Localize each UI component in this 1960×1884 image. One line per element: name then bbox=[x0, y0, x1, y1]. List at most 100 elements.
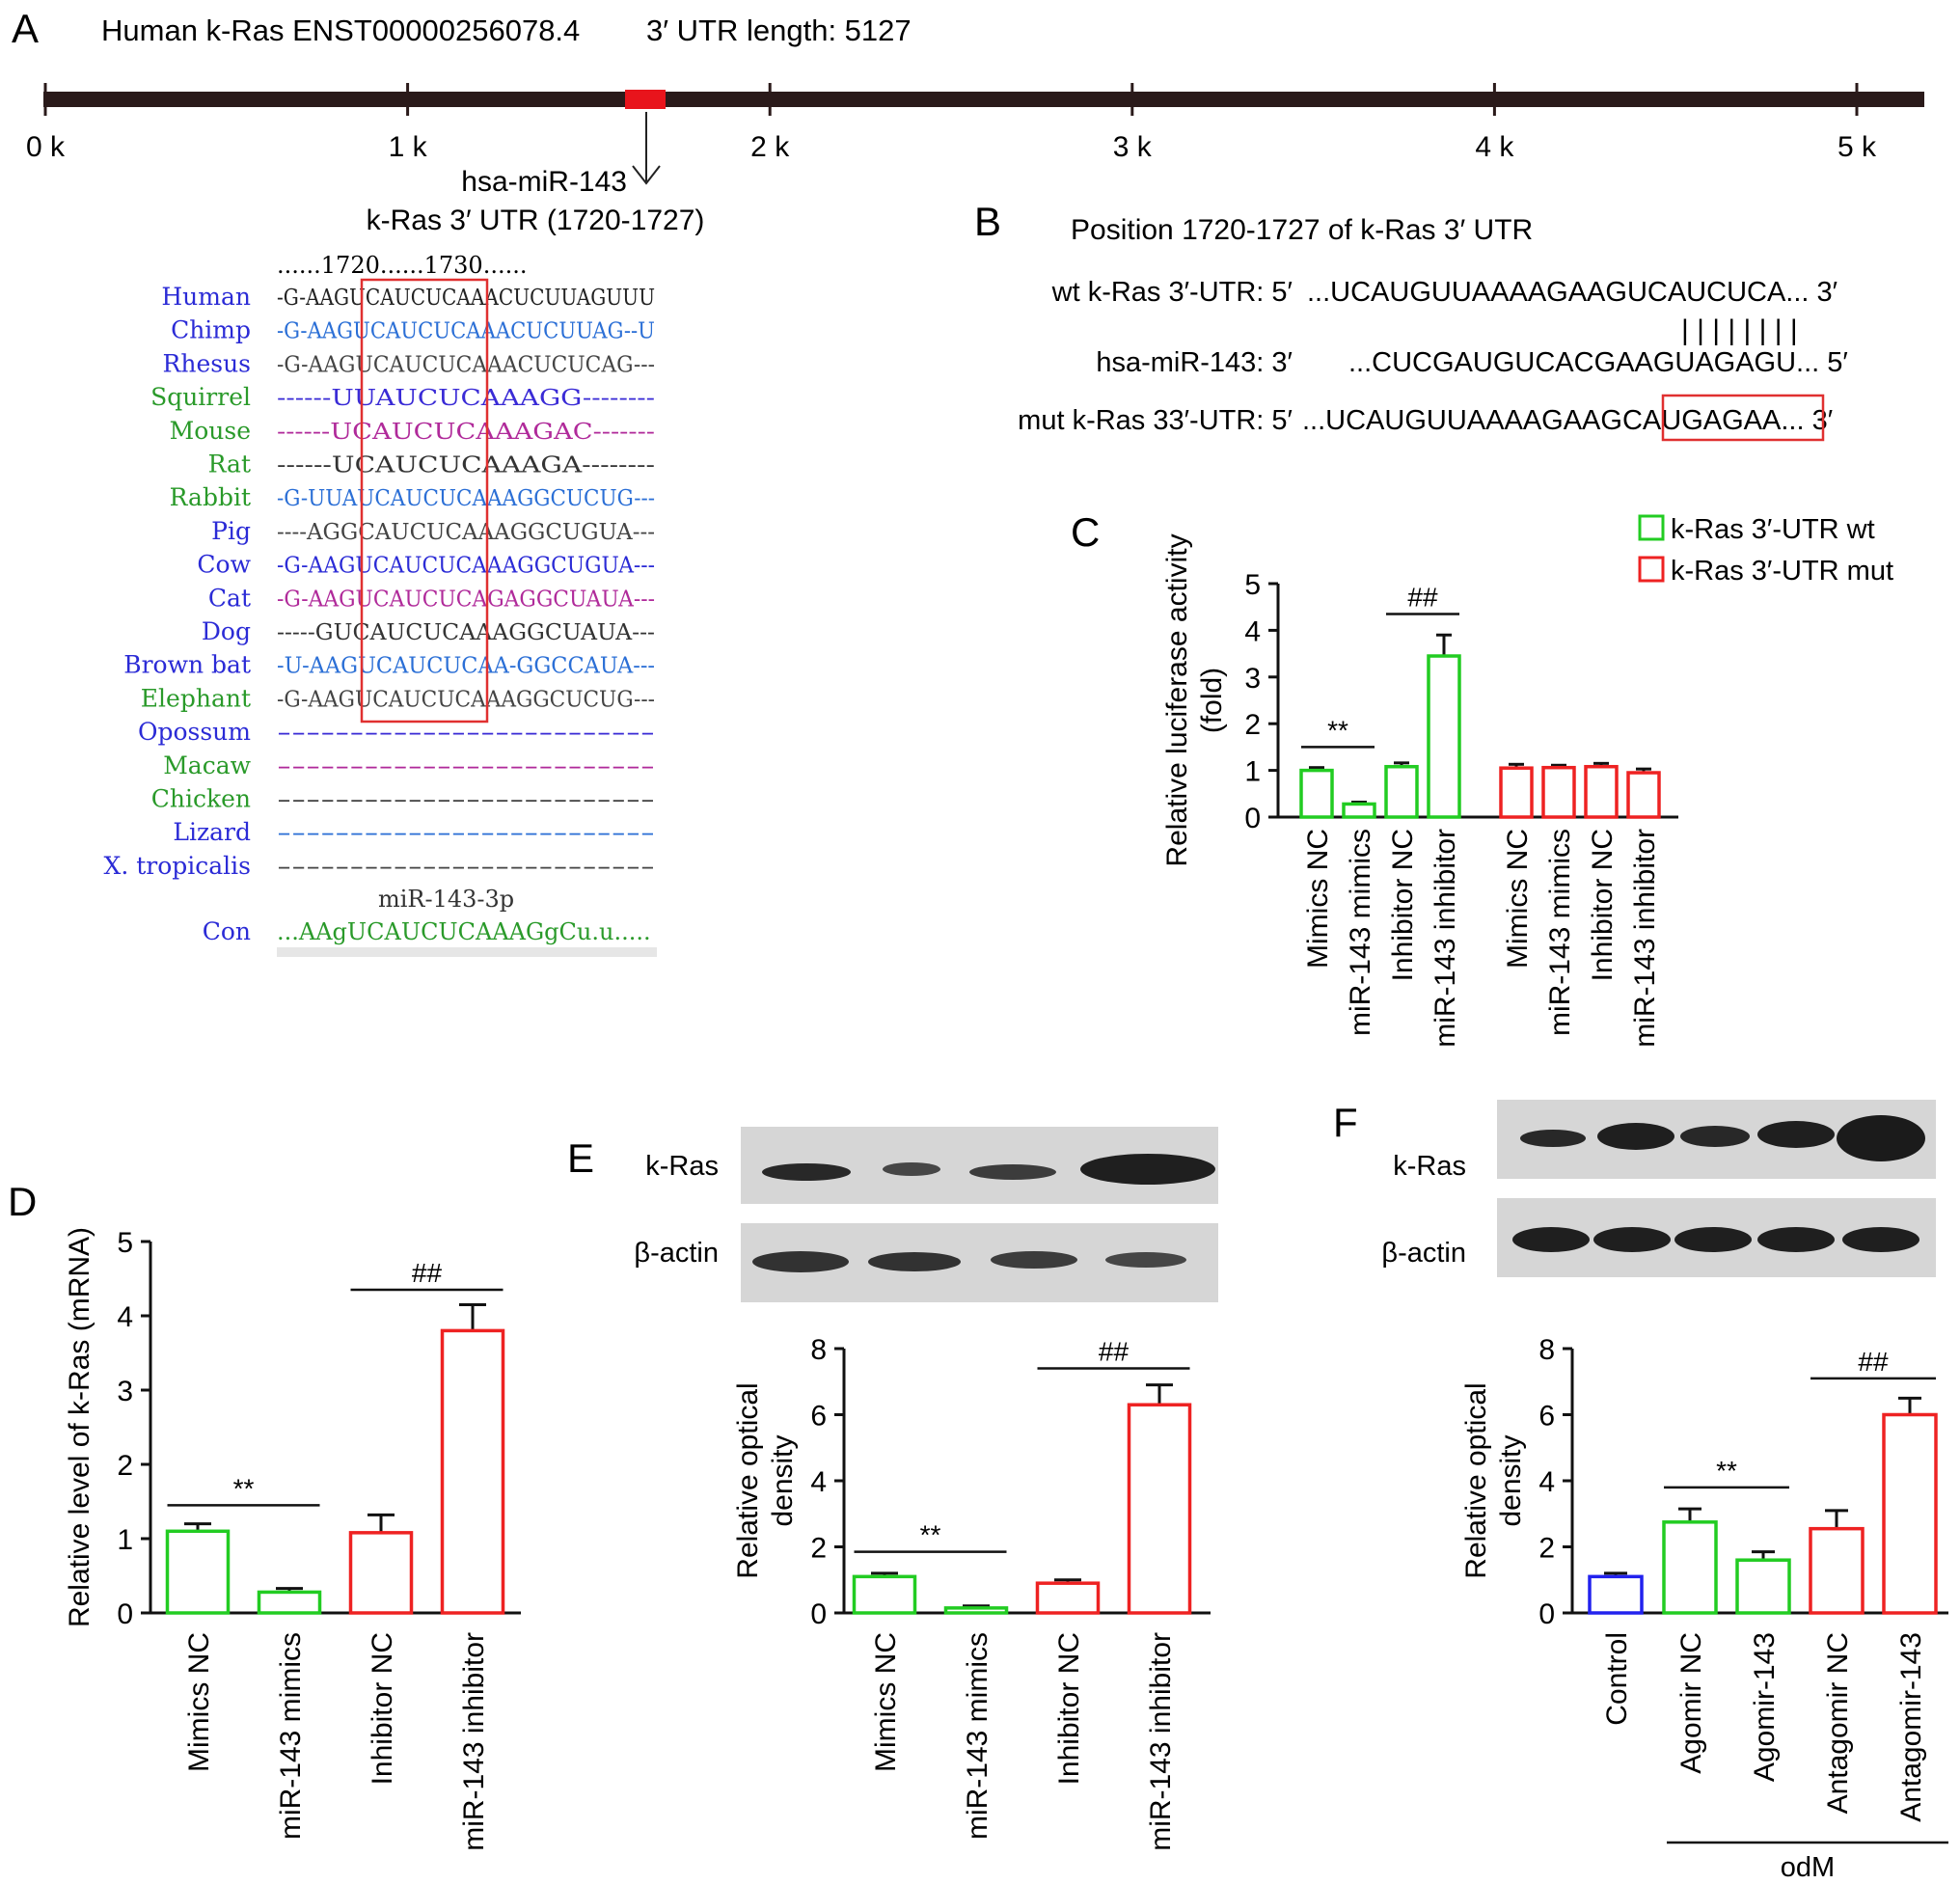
species-sequence: -G-AAGUCAUCUCAAACUCUUAG--U bbox=[277, 319, 655, 344]
utr-tick-label: 2 k bbox=[750, 131, 790, 163]
bar bbox=[1584, 764, 1619, 819]
western-blot-f bbox=[1497, 1100, 1936, 1277]
panel-d: D 0 1 2 3 4 5 Relative level of k-Ras (mRNA) Mi… bbox=[8, 1179, 521, 1851]
bar bbox=[1588, 1574, 1644, 1615]
species-name: Rabbit bbox=[170, 483, 251, 511]
mut-seq-mutated: CAUGAGA bbox=[1622, 405, 1763, 436]
y-axis-label-line: density bbox=[767, 1434, 799, 1526]
panel-b-letter: B bbox=[974, 199, 1001, 244]
species-name: Elephant bbox=[141, 684, 251, 712]
panel-e: E k-Ras β-actin 0 2 4 6 8 Relative optical den… bbox=[567, 1127, 1218, 1851]
blot-band bbox=[1837, 1115, 1925, 1161]
y-tick-label: 3 bbox=[1244, 663, 1261, 695]
blot-band bbox=[1593, 1227, 1671, 1252]
species-sequence: -G-UUAUCAUCUCAAAGGCUCUG--- bbox=[277, 486, 655, 511]
y-tick-label: 0 bbox=[810, 1598, 827, 1630]
species-name: Lizard bbox=[173, 818, 251, 846]
species-name: Squirrel bbox=[150, 383, 251, 411]
y-tick-label: 4 bbox=[1538, 1466, 1555, 1498]
alignment-block: Human -G-AAGUCAUCUCAAACUCUUAGUUU Chimp -G-A… bbox=[104, 283, 655, 880]
x-tick-label: Mimics NC bbox=[1502, 829, 1534, 969]
species-sequence: -G-AAGUCAUCUCAAACUCUUAGUUU bbox=[277, 286, 655, 311]
utr-tick-label: 0 k bbox=[26, 131, 66, 163]
x-tick-label: Mimics NC bbox=[870, 1632, 902, 1772]
bar bbox=[1384, 764, 1419, 819]
x-tick-label: miR-143 inhibitor bbox=[1145, 1632, 1177, 1851]
utr-tick-label: 3 k bbox=[1113, 131, 1153, 163]
species-name: Chimp bbox=[171, 316, 251, 344]
blot-band bbox=[1512, 1227, 1590, 1252]
arrow-head-icon bbox=[632, 165, 661, 185]
panel-a: A Human k-Ras ENST00000256078.4 3′ UTR l… bbox=[12, 6, 1924, 957]
x-tick-label: Mimics NC bbox=[1302, 829, 1334, 969]
blot-band bbox=[1597, 1123, 1674, 1150]
y-axis-label: Relative optical density bbox=[732, 1382, 799, 1578]
bar bbox=[257, 1590, 322, 1615]
species-name: Brown bat bbox=[123, 651, 251, 679]
bar bbox=[1299, 768, 1334, 819]
species-name: Mouse bbox=[170, 417, 251, 445]
blot-band bbox=[1757, 1121, 1835, 1148]
x-tick-label: miR-143 mimics bbox=[275, 1632, 307, 1840]
species-sequence: -------------------------- bbox=[277, 721, 655, 746]
species-sequence: -------------------------- bbox=[277, 754, 655, 779]
significance-mark: ## bbox=[1407, 582, 1438, 612]
y-tick-label: 2 bbox=[117, 1450, 133, 1482]
panel-f: F k-Ras β-actin 0 2 4 6 8 Relative optical den… bbox=[1333, 1100, 1948, 1883]
mir-143-3p-label: miR-143-3p bbox=[378, 886, 514, 913]
species-sequence: -------------------------- bbox=[277, 855, 655, 880]
chart-d: 0 1 2 3 4 5 Relative level of k-Ras (mRNA) Mimi… bbox=[64, 1227, 521, 1851]
bar bbox=[1541, 765, 1576, 819]
x-tick-label: Inhibitor NC bbox=[1587, 829, 1619, 981]
species-name: Dog bbox=[202, 617, 251, 645]
species-sequence: -----GUCAUCUCAAAGGCUAUA--- bbox=[277, 620, 655, 645]
y-tick-label: 8 bbox=[810, 1334, 827, 1366]
x-tick-label: Control bbox=[1601, 1632, 1633, 1726]
mut-label: mut k-Ras 33′-UTR: 5′ bbox=[1018, 405, 1293, 436]
bar bbox=[440, 1328, 505, 1615]
y-tick-label: 1 bbox=[117, 1524, 133, 1556]
species-sequence: -G-AAGUCAUCUCAAAGGCUCUG--- bbox=[277, 687, 655, 712]
species-name: X. tropicalis bbox=[104, 852, 251, 880]
blot-band bbox=[752, 1251, 849, 1272]
mut-box bbox=[1661, 394, 1825, 442]
species-name: Cat bbox=[208, 584, 251, 612]
species-name: Opossum bbox=[138, 718, 251, 746]
y-tick-label: 3 bbox=[117, 1376, 133, 1407]
panel-c-letter: C bbox=[1071, 509, 1100, 555]
x-tick-label: Mimics NC bbox=[183, 1632, 215, 1772]
panel-d-letter: D bbox=[8, 1179, 37, 1224]
panel-b: B Position 1720-1727 of k-Ras 3′ UTR wt … bbox=[974, 199, 1848, 442]
blot-band bbox=[1520, 1130, 1586, 1147]
x-tick-label: miR-143 mimics bbox=[1544, 829, 1576, 1036]
utr-tick-label: 1 k bbox=[389, 131, 428, 163]
bar bbox=[165, 1529, 231, 1615]
chart-f: 0 2 4 6 8 Relative optical density Control Agomi… bbox=[1460, 1334, 1948, 1822]
mut-seq-prefix: ...UCAUGUUAAAAGAAG bbox=[1302, 405, 1622, 436]
species-name: Macaw bbox=[163, 751, 251, 779]
mut-sequence: ...UCAUGUUAAAAGAAGCAUGAGAA... 3′ bbox=[1302, 405, 1833, 436]
y-tick-label: 2 bbox=[1538, 1533, 1555, 1565]
y-tick-label: 1 bbox=[1244, 756, 1261, 788]
blot-band bbox=[1842, 1227, 1919, 1252]
x-tick-label: miR-143 inhibitor bbox=[1629, 829, 1661, 1048]
utr-bar bbox=[43, 92, 1924, 107]
chart-c: 0 1 2 3 4 5 Relative luciferase activity (fold)… bbox=[1161, 533, 1678, 1048]
utr-ticks: 0 k 1 k 2 k 3 k 4 k 5 k bbox=[26, 83, 1877, 163]
seed-box bbox=[360, 278, 489, 724]
con-label: Con bbox=[203, 917, 251, 945]
x-tick-label: miR-143 inhibitor bbox=[458, 1632, 490, 1851]
blot-band bbox=[1757, 1227, 1835, 1252]
panel-a-utr-length: 3′ UTR length: 5127 bbox=[646, 14, 912, 47]
y-axis-label: Relative level of k-Ras (mRNA) bbox=[64, 1227, 95, 1627]
blot-band bbox=[1105, 1252, 1186, 1268]
y-axis-label: Relative optical density bbox=[1460, 1382, 1527, 1578]
blot-f-kras-label: k-Ras bbox=[1393, 1151, 1466, 1182]
legend-wt-label: k-Ras 3′-UTR wt bbox=[1671, 514, 1875, 545]
y-tick-label: 8 bbox=[1538, 1334, 1555, 1366]
blot-band bbox=[1080, 1154, 1215, 1185]
blot-band bbox=[1674, 1227, 1752, 1252]
marker-label-mir: hsa-miR-143 bbox=[461, 166, 627, 198]
western-blot-e bbox=[741, 1127, 1218, 1302]
